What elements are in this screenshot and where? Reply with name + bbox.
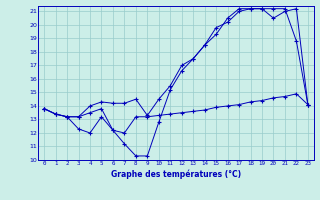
X-axis label: Graphe des températures (°C): Graphe des températures (°C) <box>111 169 241 179</box>
